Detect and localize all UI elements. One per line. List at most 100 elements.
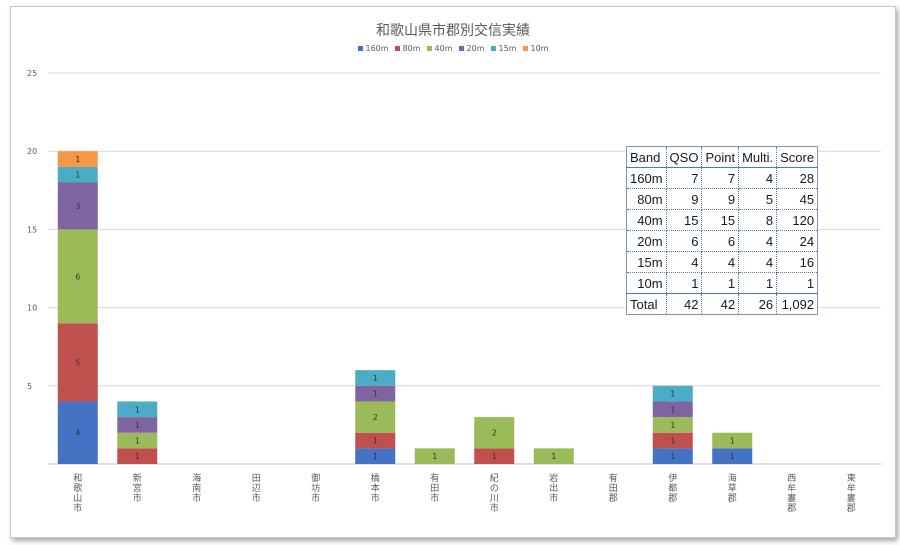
bar-segment-40m [57,229,98,324]
x-tick-label: 橋本市 [371,472,380,504]
bar-segment-20m [355,385,396,402]
bar-segment-80m [474,448,515,464]
table-row: 15m 4 4 4 16 [626,251,818,273]
data-label: 1 [432,452,437,461]
table-cell: 28 [776,167,818,189]
table-cell: 4 [701,251,740,273]
table-row: 160m 7 7 4 28 [626,167,818,189]
table-cell: 4 [666,251,703,273]
data-label: 1 [373,374,378,383]
x-tick-label: 和歌山市 [73,473,82,514]
data-label: 2 [492,429,497,438]
table-cell: 6 [701,230,740,252]
data-label: 2 [373,413,378,422]
table-header-cell: Score [776,146,818,168]
bar-segment-15m [57,166,98,183]
table-cell: 24 [776,230,818,252]
table-cell: 6 [666,230,703,252]
table-cell: 42 [701,293,740,315]
table-header-cell: QSO [666,146,703,168]
table-total-row: Total 42 42 26 1,092 [626,293,818,315]
table-cell: 1 [666,272,703,294]
score-table-body: 160m 7 7 4 28 80m 9 9 5 45 40m 15 15 8 120 20m 6 6 4 24 15m 4… [626,167,818,315]
data-label: 1 [373,452,378,461]
table-header-cell: Point [701,146,740,168]
x-tick-label: 東牟婁郡 [847,472,856,514]
data-label: 1 [670,390,675,399]
x-tick-label: 御坊市 [311,472,320,504]
bar-segment-80m [117,448,158,464]
table-cell: 9 [701,188,740,210]
x-tick-label: 伊都郡 [668,472,677,504]
legend-item-40m: 40m [426,44,453,53]
table-cell: 4 [738,230,778,252]
bar-segment-15m [652,385,693,402]
legend-label: 40m [434,44,453,53]
x-tick-label: 紀の川市 [490,472,499,514]
legend-swatch [357,46,363,51]
table-cell: 16 [776,251,818,273]
x-tick-label: 岩出市 [549,472,558,504]
table-cell: 9 [666,188,703,210]
bar-segment-160m [57,401,98,464]
table-cell: 40m [626,209,667,231]
x-tick-label: 有田市 [430,472,439,504]
data-label: 1 [75,155,80,164]
data-label: 1 [492,452,497,461]
table-row: 10m 1 1 1 1 [626,272,818,294]
table-cell: 7 [666,167,703,189]
legend-item-20m: 20m [458,44,485,53]
legend-item-160m: 160m [357,44,389,53]
data-label: 1 [670,437,675,446]
legend-label: 15m [498,44,517,53]
table-cell: 20m [626,230,667,252]
bar-segment-15m [117,401,158,418]
bar-segment-40m [355,401,396,433]
table-cell: 8 [738,209,778,231]
bar-segment-40m [474,417,515,449]
x-tick-label: 新宮市 [133,472,142,504]
x-tick-label: 有田郡 [609,472,618,504]
bar-segment-20m [117,417,158,433]
data-label: 1 [135,452,140,461]
table-cell: 80m [626,188,667,210]
data-label: 1 [670,421,675,430]
x-tick-label: 海南市 [192,472,201,504]
data-label: 1 [670,405,675,414]
bar-segment-40m [712,432,753,449]
table-cell: 10m [626,272,667,294]
legend-swatch [426,46,432,51]
table-cell: 1,092 [776,293,818,315]
legend-item-80m: 80m [394,44,421,53]
table-row: 40m 15 15 8 120 [626,209,818,231]
legend-swatch [522,46,528,51]
table-cell: 26 [738,293,778,315]
table-cell: 4 [738,251,778,273]
data-label: 5 [75,358,80,367]
table-header-cell: Band [626,146,667,168]
data-label: 1 [135,405,140,414]
chart-title: 和歌山県市郡別交信実績 [376,23,530,39]
x-tick-label: 田辺市 [252,473,261,504]
legend-label: 20m [466,44,485,53]
chart-frame: 和歌山県市郡別交信実績 160m 80m 40m 20m 15m 10m 5 10 15 20 2… [10,6,896,538]
data-label: 1 [135,437,140,446]
x-tick-label: 海草郡 [728,472,737,504]
table-cell: 4 [738,167,778,189]
legend-label: 160m [365,44,389,53]
legend-swatch [490,46,496,51]
data-label: 1 [75,171,80,180]
x-tick-label: 西牟婁郡 [787,473,796,514]
bar-segment-160m [712,448,753,464]
data-label: 1 [730,437,735,446]
y-tick-label: 5 [27,382,32,391]
data-label: 6 [75,272,80,281]
table-cell: 45 [776,188,818,210]
bar-segment-40m [414,448,455,464]
table-cell: 42 [666,293,703,315]
bar-segment-40m [117,432,158,449]
legend-item-15m: 15m [490,44,517,53]
data-label: 3 [75,202,80,211]
table-header-cell: Multi. [738,146,778,168]
table-cell: 15m [626,251,667,273]
